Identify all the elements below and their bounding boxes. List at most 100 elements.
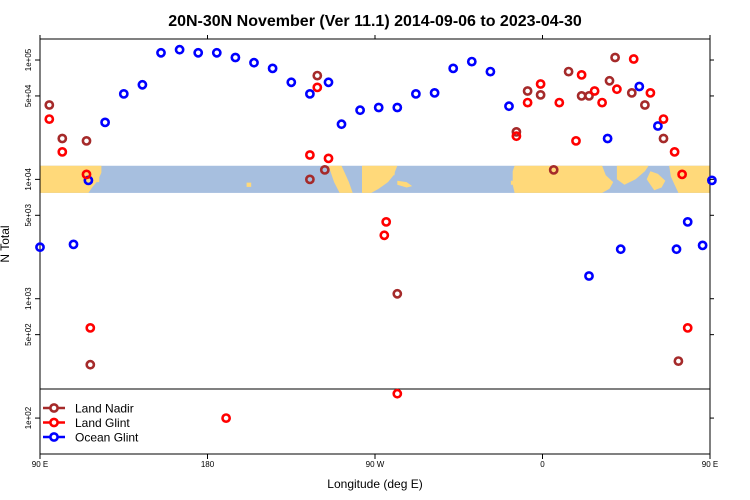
data-point — [645, 88, 656, 98]
data-point — [511, 131, 522, 142]
data-point — [249, 57, 259, 68]
data-point — [584, 91, 594, 101]
data-point — [392, 288, 403, 299]
data-point — [615, 244, 626, 255]
series-ocean-glint — [35, 44, 717, 281]
data-point — [156, 47, 166, 58]
legend-label: Land Glint — [75, 416, 130, 430]
data-point — [267, 63, 278, 74]
data-point — [682, 322, 693, 333]
legend-label: Land Nadir — [75, 402, 134, 416]
data-point — [100, 117, 110, 128]
data-point — [381, 216, 392, 227]
y-tick-label: 5e+03 — [24, 204, 33, 227]
data-point — [373, 102, 384, 113]
data-point — [466, 56, 477, 67]
data-point — [671, 244, 682, 255]
data-point — [379, 230, 390, 241]
data-point — [410, 89, 421, 99]
y-tick-label: 1e+02 — [24, 406, 33, 429]
axes: 90 E 180 90 W 0 90 E 1e+02 5e+02 1e+03 5e+03 1e+0… — [24, 35, 718, 469]
data-point — [535, 79, 546, 89]
data-point — [682, 216, 693, 227]
data-point — [634, 81, 645, 92]
data-point — [429, 88, 440, 98]
data-point — [602, 133, 613, 144]
data-point — [323, 153, 334, 164]
data-point — [571, 135, 581, 146]
data-point — [118, 89, 129, 99]
y-tick-label: 1e+04 — [24, 168, 33, 191]
data-points — [35, 44, 717, 423]
x-axis-label: Longitude (deg E) — [327, 477, 422, 491]
data-point — [355, 105, 365, 116]
data-point — [576, 70, 587, 80]
data-point — [448, 63, 459, 74]
data-point — [677, 169, 687, 180]
data-point — [312, 82, 323, 93]
data-point — [137, 79, 148, 90]
y-axis-label: N Total — [0, 225, 12, 262]
data-point — [174, 44, 185, 55]
x-tick-label: 0 — [540, 460, 545, 469]
x-tick-label: 180 — [201, 460, 215, 469]
plot-frame — [39, 38, 711, 390]
data-point — [658, 114, 669, 124]
data-point — [610, 52, 620, 63]
x-tick-label: 90 W — [366, 460, 385, 469]
series-land-glint — [44, 54, 693, 423]
world-map-strip — [40, 165, 710, 193]
y-tick-label: 5e+04 — [24, 84, 33, 107]
x-tick-label: 90 E — [32, 460, 48, 469]
series-land-nadir — [44, 52, 684, 370]
legend-marker — [49, 417, 59, 428]
data-point — [628, 54, 639, 64]
chart-title: 20N-30N November (Ver 11.1) 2014-09-06 t… — [168, 13, 582, 30]
data-point — [597, 97, 607, 108]
data-point — [221, 413, 231, 423]
data-point — [535, 90, 546, 100]
data-point — [485, 66, 496, 77]
data-point — [563, 66, 574, 77]
x-tick-label: 90 E — [702, 460, 718, 469]
data-point — [286, 77, 297, 88]
data-point — [44, 100, 55, 110]
data-point — [640, 100, 650, 110]
data-point — [392, 388, 403, 399]
data-point — [81, 135, 92, 146]
data-point — [697, 240, 708, 251]
data-point — [626, 88, 637, 98]
data-point — [612, 84, 622, 95]
data-point — [319, 164, 330, 175]
data-point — [323, 77, 334, 88]
data-point — [589, 86, 600, 96]
legend-marker — [49, 432, 59, 442]
data-point — [312, 70, 323, 81]
data-point — [511, 126, 522, 137]
data-point — [504, 101, 514, 112]
data-point — [35, 242, 45, 253]
data-point — [85, 359, 96, 370]
data-point — [57, 133, 68, 144]
data-point — [304, 174, 315, 185]
data-point — [673, 356, 684, 366]
y-tick-label: 1e+05 — [24, 48, 33, 71]
data-point — [604, 75, 615, 86]
data-point — [336, 119, 347, 130]
data-point — [304, 150, 315, 160]
data-point — [653, 121, 663, 131]
data-point — [554, 97, 565, 108]
data-point — [68, 239, 79, 250]
data-point — [522, 86, 533, 96]
data-point — [57, 146, 68, 157]
y-tick-label: 5e+02 — [24, 323, 33, 346]
data-point — [44, 114, 55, 124]
data-point — [392, 102, 403, 113]
data-point — [669, 146, 680, 157]
data-point — [304, 89, 315, 99]
data-point — [522, 97, 533, 108]
data-point — [193, 47, 204, 58]
data-point — [230, 52, 241, 63]
